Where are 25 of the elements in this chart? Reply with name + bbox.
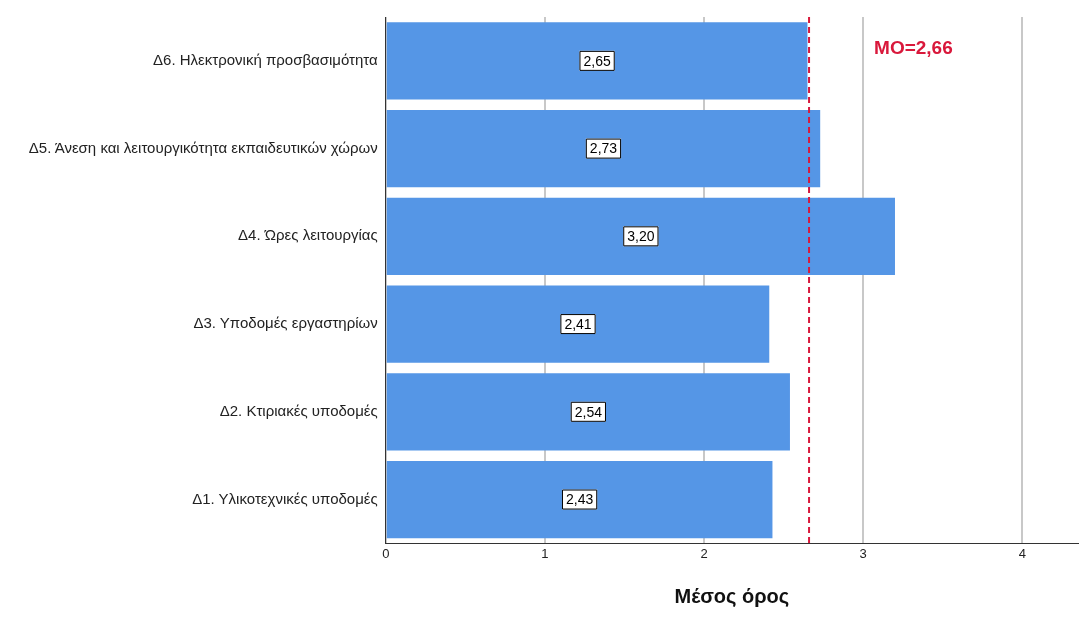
y-tick-label: Δ1. Υλικοτεχνικές υποδομές [192,489,378,507]
y-tick-label: Δ4. Ώρες λειτουργίας [238,226,378,244]
data-label: 3,20 [627,228,655,245]
bar [386,373,790,451]
bar [386,460,773,539]
data-label: 2,65 [583,52,611,69]
x-axis-title: Μέσος όρος [674,584,790,607]
data-label: 2,41 [564,315,592,332]
data-label: 2,73 [589,140,618,157]
x-tick-label: 4 [1018,545,1026,561]
ref-line-label: MO=2,66 [874,37,953,59]
bar [386,197,895,275]
x-tick-label: 0 [382,545,390,561]
bar [386,110,821,188]
x-tick-label: 1 [541,545,549,561]
x-tick-label: 3 [859,545,867,561]
y-tick-label: Δ3. Υποδομές εργαστηρίων [193,314,378,332]
y-tick-label: Δ6. Ηλεκτρονική προσβασιμότητα [153,51,379,69]
x-tick-label: 2 [700,545,708,561]
bar [386,285,770,363]
data-label: 2,43 [565,491,594,508]
data-label: 2,54 [574,403,603,420]
y-tick-label: Δ2. Κτιριακές υποδομές [219,401,378,419]
y-tick-label: Δ5. Άνεση και λειτουργικότητα εκπαιδευτικών χώρων [28,138,378,156]
bar [386,22,808,100]
